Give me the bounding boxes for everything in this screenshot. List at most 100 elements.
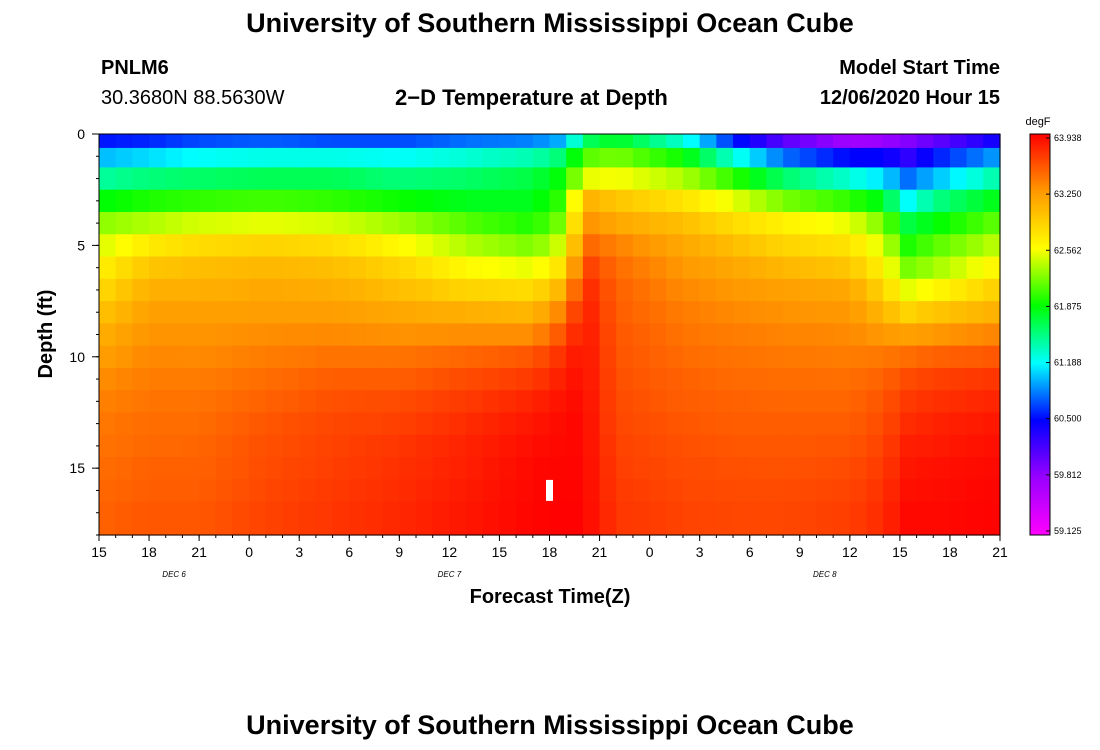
heatmap-cell [132,457,150,480]
heatmap-cell [182,256,200,280]
heatmap-cell [733,323,751,347]
heatmap-cell [249,167,267,191]
heatmap-cell [416,323,434,347]
heatmap-cell [132,134,150,149]
heatmap-cell [766,367,784,391]
heatmap-cell [382,278,400,302]
heatmap-cell [199,278,217,302]
heatmap-cell [816,390,834,414]
heatmap-cell [265,367,284,391]
heatmap-cell [432,278,450,302]
heatmap-cell [632,479,651,503]
heatmap-cell [365,211,384,235]
heatmap-cell [682,256,701,280]
heatmap-cell [849,479,868,503]
heatmap-cell [99,278,117,302]
heatmap-cell [416,278,434,302]
heatmap-cell [666,323,684,347]
heatmap-cell [349,189,367,213]
heatmap-cell [115,234,133,258]
heatmap-cell [816,457,834,480]
heatmap-cell [549,256,567,280]
colorbar-tick-label: 59.812 [1054,470,1082,480]
heatmap-cell [482,278,501,302]
heatmap-cell [716,278,734,302]
heatmap-cell [933,501,951,536]
heatmap-cell [666,256,684,280]
heatmap-cell [733,434,751,458]
heatmap-cell [399,479,417,503]
heatmap-cell [666,134,684,149]
heatmap-cell [966,134,984,149]
heatmap-cell [983,147,1001,169]
heatmap-cell [165,390,184,414]
heatmap-cell [699,301,717,324]
heatmap-cell [549,345,567,369]
heatmap-cell [799,189,818,213]
heatmap-cell [315,189,334,213]
heatmap-cell [682,134,701,149]
heatmap-cell [983,345,1001,369]
heatmap-cell [165,189,184,213]
heatmap-cell [516,256,534,280]
heatmap-cell [966,501,984,536]
colorbar-tick-label: 60.500 [1054,414,1082,424]
heatmap-cell [816,234,834,258]
heatmap-cell [432,367,450,391]
heatmap-cell [532,457,551,480]
heatmap-cell [149,412,167,436]
heatmap-cell [516,167,534,191]
heatmap-cell [365,323,384,347]
heatmap-cell [265,479,284,503]
heatmap-cell [99,479,117,503]
heatmap-cell [749,434,768,458]
heatmap-cell [516,390,534,414]
heatmap-cell [232,134,250,149]
x-tick-label: 21 [191,544,207,560]
heatmap-cell [532,301,551,324]
heatmap-cell [566,479,584,503]
heatmap-cell [215,457,234,480]
heatmap-cell [332,234,350,258]
heatmap-cell [666,479,684,503]
heatmap-cell [599,457,617,480]
heatmap-cell [182,211,200,235]
heatmap-cell [749,189,768,213]
heatmap-cell [933,345,951,369]
heatmap-cell [466,345,484,369]
heatmap-cell [849,167,868,191]
heatmap-cell [349,167,367,191]
heatmap-cell [382,479,400,503]
heatmap-cell [349,501,367,536]
heatmap-cell [532,147,551,169]
heatmap-cell [232,211,250,235]
heatmap-cell [165,457,184,480]
heatmap-cell [265,211,284,235]
heatmap-cell [916,345,934,369]
heatmap-cell [883,390,901,414]
heatmap-cell [599,189,617,213]
heatmap-cell [332,457,350,480]
heatmap-cell [282,345,300,369]
heatmap-cell [132,479,150,503]
heatmap-cell [199,323,217,347]
heatmap-cell [249,234,267,258]
x-tick-label: 9 [395,544,403,560]
heatmap-cell [716,434,734,458]
heatmap-cell [566,234,584,258]
heatmap-cell [549,457,567,480]
heatmap-cell [132,345,150,369]
heatmap-cell [883,367,901,391]
heatmap-cell [983,457,1001,480]
heatmap-cell [749,479,768,503]
heatmap-cell [249,390,267,414]
heatmap-cell [516,412,534,436]
heatmap-cell [115,457,133,480]
heatmap-cell [983,501,1001,536]
heatmap-cell [299,167,317,191]
heatmap-cell [399,345,417,369]
heatmap-cell [549,301,567,324]
heatmap-cell [816,412,834,436]
date-label: DEC 8 [813,570,837,579]
heatmap-cell [949,434,968,458]
